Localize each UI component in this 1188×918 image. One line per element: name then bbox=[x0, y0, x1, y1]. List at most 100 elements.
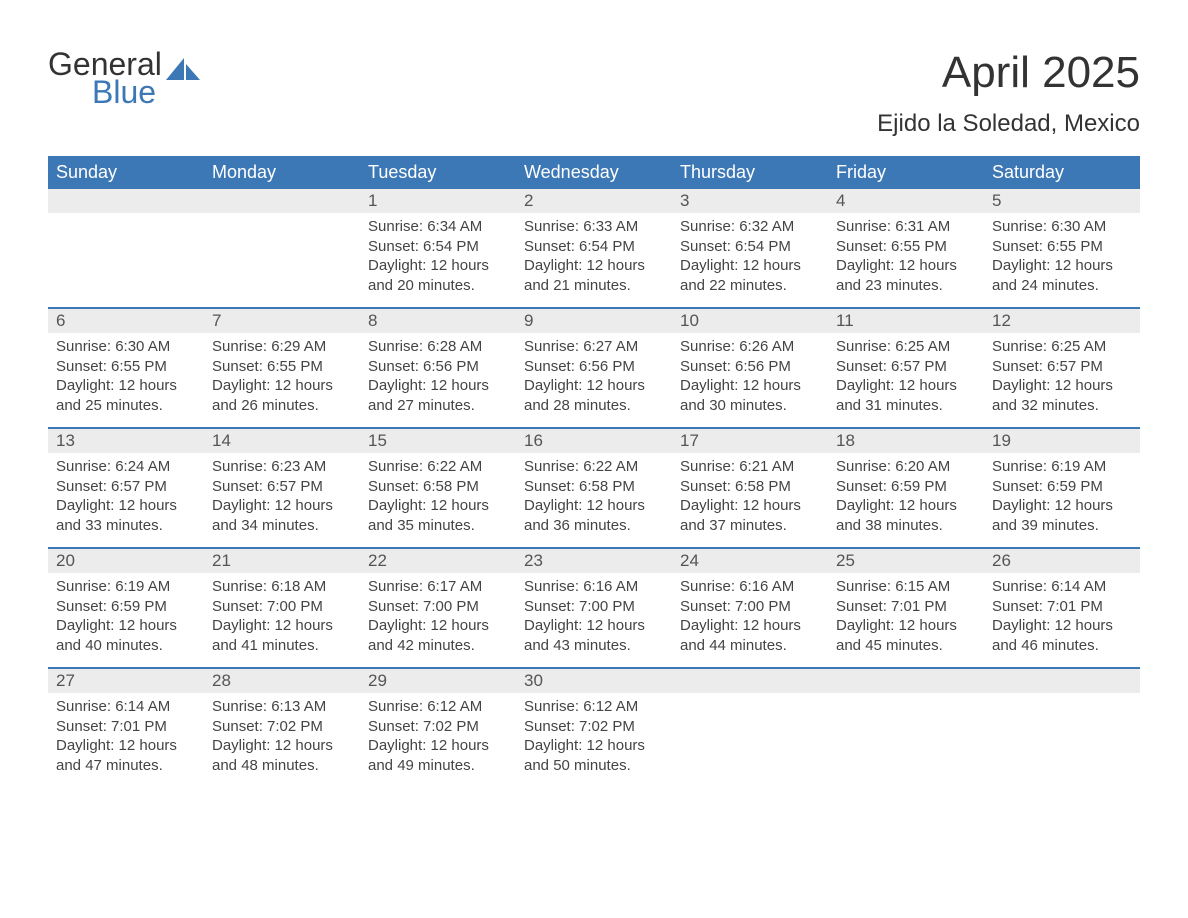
day-line: Sunrise: 6:12 AM bbox=[368, 697, 508, 717]
day-line: Sunset: 7:02 PM bbox=[368, 717, 508, 737]
day-line: Sunset: 6:55 PM bbox=[992, 237, 1132, 257]
day-body: Sunrise: 6:17 AMSunset: 7:00 PMDaylight:… bbox=[360, 573, 516, 667]
day-header: Thursday bbox=[672, 156, 828, 189]
day-line: Daylight: 12 hours and 36 minutes. bbox=[524, 496, 664, 535]
day-number bbox=[984, 669, 1140, 693]
day-line: Daylight: 12 hours and 27 minutes. bbox=[368, 376, 508, 415]
day-number: 21 bbox=[204, 549, 360, 573]
day-body: Sunrise: 6:28 AMSunset: 6:56 PMDaylight:… bbox=[360, 333, 516, 427]
day-body: Sunrise: 6:22 AMSunset: 6:58 PMDaylight:… bbox=[360, 453, 516, 547]
day-body: Sunrise: 6:12 AMSunset: 7:02 PMDaylight:… bbox=[516, 693, 672, 787]
day-body: Sunrise: 6:20 AMSunset: 6:59 PMDaylight:… bbox=[828, 453, 984, 547]
day-line: Sunrise: 6:13 AM bbox=[212, 697, 352, 717]
day-number bbox=[672, 669, 828, 693]
day-line: Sunrise: 6:21 AM bbox=[680, 457, 820, 477]
day-line: Daylight: 12 hours and 46 minutes. bbox=[992, 616, 1132, 655]
calendar-day: 4Sunrise: 6:31 AMSunset: 6:55 PMDaylight… bbox=[828, 189, 984, 307]
day-header: Monday bbox=[204, 156, 360, 189]
calendar-day: 30Sunrise: 6:12 AMSunset: 7:02 PMDayligh… bbox=[516, 669, 672, 787]
calendar-week: 6Sunrise: 6:30 AMSunset: 6:55 PMDaylight… bbox=[48, 307, 1140, 427]
day-number: 13 bbox=[48, 429, 204, 453]
day-header: Tuesday bbox=[360, 156, 516, 189]
day-number: 2 bbox=[516, 189, 672, 213]
day-line: Sunset: 6:57 PM bbox=[56, 477, 196, 497]
calendar-day: 5Sunrise: 6:30 AMSunset: 6:55 PMDaylight… bbox=[984, 189, 1140, 307]
day-number: 4 bbox=[828, 189, 984, 213]
day-body: Sunrise: 6:29 AMSunset: 6:55 PMDaylight:… bbox=[204, 333, 360, 427]
day-number bbox=[204, 189, 360, 213]
day-line: Sunrise: 6:20 AM bbox=[836, 457, 976, 477]
day-body: Sunrise: 6:34 AMSunset: 6:54 PMDaylight:… bbox=[360, 213, 516, 307]
day-number bbox=[828, 669, 984, 693]
day-line: Sunrise: 6:31 AM bbox=[836, 217, 976, 237]
day-number: 12 bbox=[984, 309, 1140, 333]
calendar-day: 16Sunrise: 6:22 AMSunset: 6:58 PMDayligh… bbox=[516, 429, 672, 547]
day-body: Sunrise: 6:19 AMSunset: 6:59 PMDaylight:… bbox=[984, 453, 1140, 547]
calendar-day bbox=[672, 669, 828, 787]
calendar-day bbox=[828, 669, 984, 787]
day-line: Sunrise: 6:33 AM bbox=[524, 217, 664, 237]
day-number: 24 bbox=[672, 549, 828, 573]
day-body bbox=[204, 213, 360, 229]
day-number: 30 bbox=[516, 669, 672, 693]
day-line: Sunset: 7:01 PM bbox=[56, 717, 196, 737]
day-body bbox=[48, 213, 204, 229]
day-line: Sunset: 7:02 PM bbox=[212, 717, 352, 737]
calendar-day: 23Sunrise: 6:16 AMSunset: 7:00 PMDayligh… bbox=[516, 549, 672, 667]
calendar-day: 24 Sunrise: 6:16 AMSunset: 7:00 PMDayligh… bbox=[672, 549, 828, 667]
day-number bbox=[48, 189, 204, 213]
calendar-day: 7Sunrise: 6:29 AMSunset: 6:55 PMDaylight… bbox=[204, 309, 360, 427]
day-line: Sunset: 7:00 PM bbox=[680, 597, 820, 617]
day-line: Sunrise: 6:30 AM bbox=[56, 337, 196, 357]
day-line: Sunset: 6:58 PM bbox=[524, 477, 664, 497]
day-body: Sunrise: 6:15 AMSunset: 7:01 PMDaylight:… bbox=[828, 573, 984, 667]
day-line: Sunset: 6:54 PM bbox=[524, 237, 664, 257]
day-line: Sunset: 6:54 PM bbox=[368, 237, 508, 257]
day-line: Sunrise: 6:12 AM bbox=[524, 697, 664, 717]
calendar-day: 21Sunrise: 6:18 AMSunset: 7:00 PMDayligh… bbox=[204, 549, 360, 667]
day-line: Daylight: 12 hours and 44 minutes. bbox=[680, 616, 820, 655]
day-line: Daylight: 12 hours and 47 minutes. bbox=[56, 736, 196, 775]
calendar-week: 1Sunrise: 6:34 AMSunset: 6:54 PMDaylight… bbox=[48, 189, 1140, 307]
day-line: Daylight: 12 hours and 41 minutes. bbox=[212, 616, 352, 655]
day-number: 26 bbox=[984, 549, 1140, 573]
day-body: Sunrise: 6:19 AMSunset: 6:59 PMDaylight:… bbox=[48, 573, 204, 667]
day-line: Sunset: 6:56 PM bbox=[368, 357, 508, 377]
calendar-day: 2 Sunrise: 6:33 AMSunset: 6:54 PMDaylight… bbox=[516, 189, 672, 307]
day-body: Sunrise: 6:18 AMSunset: 7:00 PMDaylight:… bbox=[204, 573, 360, 667]
day-line: Sunrise: 6:22 AM bbox=[524, 457, 664, 477]
day-line: Sunset: 7:00 PM bbox=[524, 597, 664, 617]
day-header: Saturday bbox=[984, 156, 1140, 189]
day-number: 8 bbox=[360, 309, 516, 333]
day-line: Daylight: 12 hours and 42 minutes. bbox=[368, 616, 508, 655]
day-number: 1 bbox=[360, 189, 516, 213]
day-line: Sunrise: 6:25 AM bbox=[836, 337, 976, 357]
calendar-day: 28Sunrise: 6:13 AMSunset: 7:02 PMDayligh… bbox=[204, 669, 360, 787]
day-line: Daylight: 12 hours and 45 minutes. bbox=[836, 616, 976, 655]
day-number: 25 bbox=[828, 549, 984, 573]
day-line: Daylight: 12 hours and 35 minutes. bbox=[368, 496, 508, 535]
day-number: 20 bbox=[48, 549, 204, 573]
day-body: Sunrise: 6:24 AMSunset: 6:57 PMDaylight:… bbox=[48, 453, 204, 547]
calendar-day: 25Sunrise: 6:15 AMSunset: 7:01 PMDayligh… bbox=[828, 549, 984, 667]
day-body: Sunrise: 6:14 AMSunset: 7:01 PMDaylight:… bbox=[48, 693, 204, 787]
day-number: 15 bbox=[360, 429, 516, 453]
day-line: Sunrise: 6:22 AM bbox=[368, 457, 508, 477]
calendar-week: 20Sunrise: 6:19 AMSunset: 6:59 PMDayligh… bbox=[48, 547, 1140, 667]
calendar-day bbox=[984, 669, 1140, 787]
day-line: Daylight: 12 hours and 21 minutes. bbox=[524, 256, 664, 295]
calendar-day bbox=[204, 189, 360, 307]
day-line: Sunrise: 6:16 AM bbox=[680, 577, 820, 597]
day-line: Sunset: 6:57 PM bbox=[836, 357, 976, 377]
day-body: Sunrise: 6:25 AMSunset: 6:57 PMDaylight:… bbox=[828, 333, 984, 427]
day-body: Sunrise: 6:25 AMSunset: 6:57 PMDaylight:… bbox=[984, 333, 1140, 427]
day-body: Sunrise: 6:21 AMSunset: 6:58 PMDaylight:… bbox=[672, 453, 828, 547]
calendar-day: 19Sunrise: 6:19 AMSunset: 6:59 PMDayligh… bbox=[984, 429, 1140, 547]
day-line: Sunset: 7:01 PM bbox=[992, 597, 1132, 617]
day-line: Sunset: 7:00 PM bbox=[212, 597, 352, 617]
day-line: Sunset: 7:00 PM bbox=[368, 597, 508, 617]
day-line: Sunrise: 6:28 AM bbox=[368, 337, 508, 357]
calendar-week: 27Sunrise: 6:14 AMSunset: 7:01 PMDayligh… bbox=[48, 667, 1140, 787]
calendar-day: 20Sunrise: 6:19 AMSunset: 6:59 PMDayligh… bbox=[48, 549, 204, 667]
day-line: Sunset: 6:55 PM bbox=[212, 357, 352, 377]
